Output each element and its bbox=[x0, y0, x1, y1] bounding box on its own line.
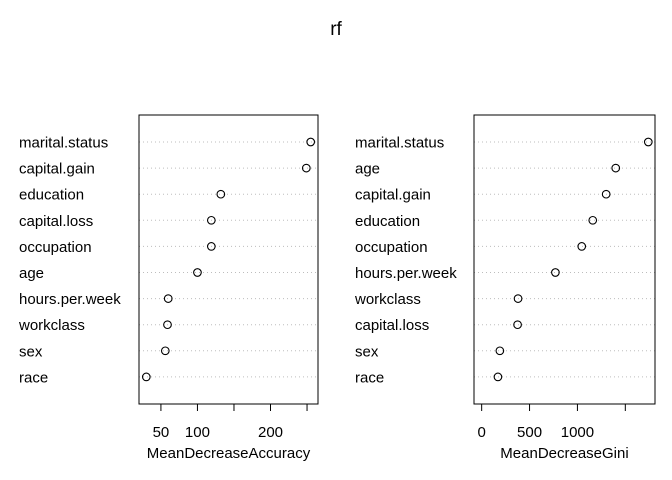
category-label: capital.loss bbox=[19, 213, 93, 230]
category-label: occupation bbox=[19, 239, 92, 256]
data-point bbox=[551, 268, 560, 277]
data-point bbox=[601, 189, 611, 199]
data-point bbox=[216, 189, 226, 199]
data-point bbox=[163, 294, 173, 303]
data-point bbox=[495, 346, 505, 356]
x-tick-label: 50 bbox=[153, 424, 170, 441]
data-point bbox=[141, 372, 151, 382]
category-label: education bbox=[355, 213, 420, 230]
category-label: hours.per.week bbox=[355, 265, 457, 282]
data-point bbox=[513, 320, 522, 330]
category-label: hours.per.week bbox=[19, 291, 121, 308]
data-point bbox=[163, 320, 172, 330]
category-label: occupation bbox=[355, 239, 428, 256]
dotchart-panel-1: marital.status capital.gain education capit… bbox=[18, 114, 319, 462]
category-label: race bbox=[355, 369, 384, 386]
x-tick-label: 1000 bbox=[561, 424, 594, 441]
category-label: sex bbox=[19, 343, 43, 360]
data-point bbox=[206, 242, 216, 251]
x-tick-label: 100 bbox=[185, 424, 210, 441]
category-label: capital.gain bbox=[355, 187, 431, 204]
category-label: sex bbox=[355, 343, 379, 360]
data-point bbox=[160, 346, 170, 356]
plot-frame bbox=[138, 114, 319, 405]
category-label: workclass bbox=[18, 317, 85, 334]
data-point bbox=[193, 268, 202, 277]
x-tick-label: 200 bbox=[258, 424, 283, 441]
x-tick-label: 0 bbox=[477, 424, 485, 441]
data-point bbox=[611, 163, 621, 173]
dotchart-panel-2: marital.status age capital.gain education oc… bbox=[354, 114, 656, 462]
data-point bbox=[301, 163, 311, 173]
category-label: capital.gain bbox=[19, 161, 95, 178]
data-point bbox=[306, 137, 316, 147]
x-tick-label: 500 bbox=[517, 424, 542, 441]
data-point bbox=[513, 294, 523, 303]
category-label: marital.status bbox=[19, 135, 108, 152]
data-point bbox=[588, 215, 598, 225]
category-label: race bbox=[19, 369, 48, 386]
data-point bbox=[643, 137, 653, 147]
category-label: workclass bbox=[354, 291, 421, 308]
x-axis-label: MeanDecreaseAccuracy bbox=[147, 445, 311, 462]
data-point bbox=[206, 215, 216, 225]
category-label: age bbox=[355, 161, 380, 178]
x-axis-label: MeanDecreaseGini bbox=[500, 445, 628, 462]
category-label: education bbox=[19, 187, 84, 204]
data-point bbox=[577, 242, 587, 251]
category-label: age bbox=[19, 265, 44, 282]
figure-title: rf bbox=[330, 19, 342, 40]
category-label: capital.loss bbox=[355, 317, 429, 334]
plot-frame bbox=[473, 114, 656, 405]
category-label: marital.status bbox=[355, 135, 444, 152]
data-point bbox=[493, 372, 503, 382]
